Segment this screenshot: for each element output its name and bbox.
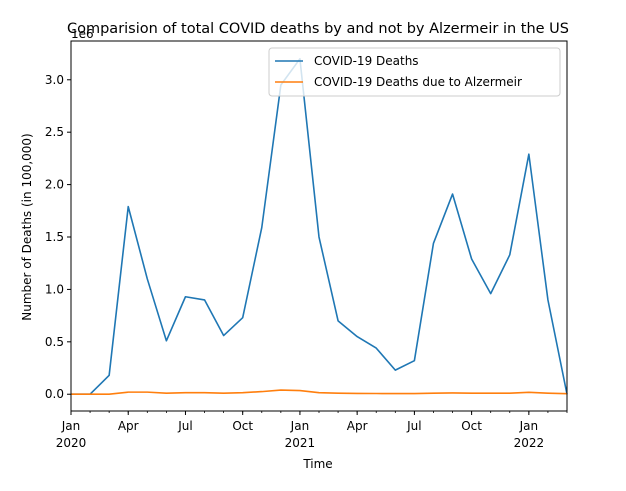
y-offset-text: 1e6 bbox=[71, 27, 94, 41]
plot-frame bbox=[70, 40, 568, 412]
legend-label: COVID-19 Deaths due to Alzermeir bbox=[314, 75, 522, 89]
chart-title: Comparision of total COVID deaths by and… bbox=[67, 21, 569, 37]
x-axis: Jan 2020 Apr Jul Oct Jan 2021 Apr Jul Oct Jan 2022 bbox=[56, 411, 568, 450]
y-tick-label: 1.0 bbox=[45, 282, 64, 296]
x-axis-label: Time bbox=[302, 457, 332, 471]
x-tick-year-label: 2021 bbox=[285, 436, 316, 450]
x-tick-label: Jul bbox=[406, 419, 421, 433]
x-tick-label: Jan bbox=[290, 419, 310, 433]
y-tick-label: 0.0 bbox=[45, 387, 64, 401]
legend: COVID-19 Deaths COVID-19 Deaths due to Al… bbox=[268, 47, 561, 97]
legend-box bbox=[268, 47, 561, 97]
x-tick-year-label: 2022 bbox=[514, 436, 545, 450]
y-axis: 0.0 0.5 1.0 1.5 2.0 2.5 3.0 bbox=[45, 73, 71, 401]
x-tick-label: Jan bbox=[61, 419, 81, 433]
series-line-1 bbox=[71, 58, 568, 396]
plot-area bbox=[71, 58, 568, 396]
x-tick-label: Oct bbox=[461, 419, 482, 433]
x-tick-label: Oct bbox=[232, 419, 253, 433]
y-axis-label: Number of Deaths (in 100,000) bbox=[20, 133, 34, 321]
x-tick-label: Jul bbox=[177, 419, 192, 433]
x-tick-label: Apr bbox=[347, 419, 368, 433]
x-tick-label: Apr bbox=[118, 419, 139, 433]
series-line-2 bbox=[71, 389, 568, 396]
y-tick-label: 1.5 bbox=[45, 230, 64, 244]
x-tick-year-label: 2020 bbox=[56, 436, 87, 450]
x-tick-label: Jan bbox=[519, 419, 539, 433]
legend-label: COVID-19 Deaths bbox=[314, 54, 419, 68]
y-tick-label: 2.0 bbox=[45, 178, 64, 192]
y-tick-label: 2.5 bbox=[45, 125, 64, 139]
y-tick-label: 3.0 bbox=[45, 73, 64, 87]
y-tick-label: 0.5 bbox=[45, 335, 64, 349]
